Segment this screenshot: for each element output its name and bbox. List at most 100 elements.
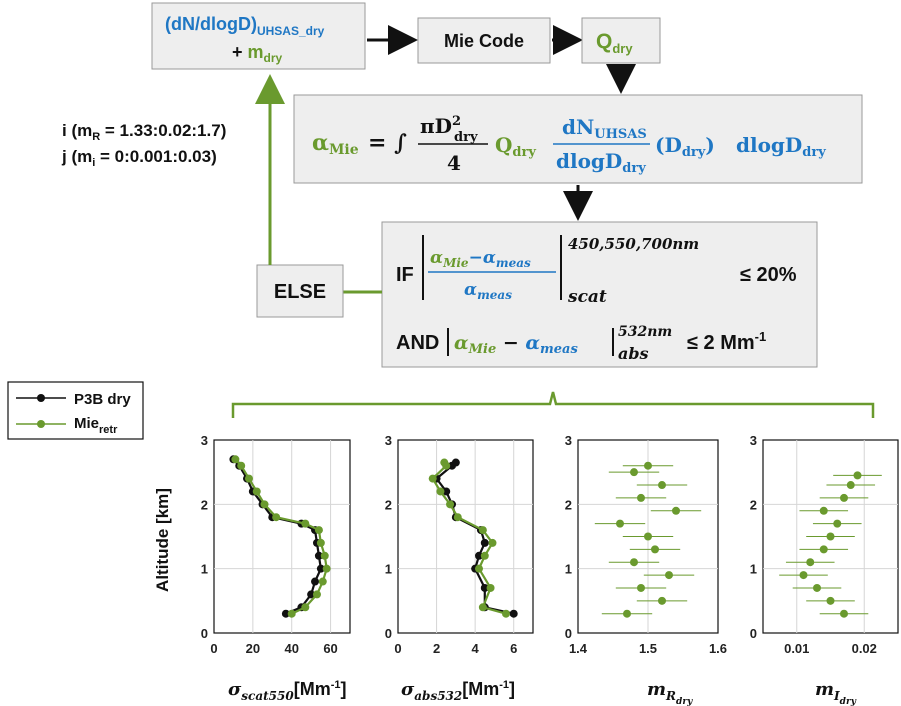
and-b-sub: meas: [540, 342, 578, 357]
q-sub: dry: [612, 41, 633, 56]
xlabel-2: m: [647, 679, 666, 700]
q-dry-box: Qdry: [581, 17, 661, 64]
xlabel-1-unit-end: ]: [509, 679, 515, 699]
plot-2-series-0-point: [630, 468, 638, 477]
eq-pi-sub: dry: [454, 130, 478, 145]
plot-1-ytick: 1: [385, 562, 392, 577]
xlabel-3-subsub: dry: [840, 697, 857, 706]
svg-text:Qdry: Qdry: [495, 133, 536, 160]
plot-2-ytick: 3: [565, 433, 572, 448]
svg-text:dlogDdry: dlogDdry: [556, 149, 646, 176]
plot-0-series-1-point: [301, 603, 310, 612]
and-subscript: abs: [618, 344, 649, 363]
plot-2-ytick: 1: [565, 562, 572, 577]
plot-0-series-1-point: [244, 474, 253, 483]
plot-0-series-0-point: [316, 564, 325, 573]
plot-3-xtick: 0.01: [784, 641, 809, 656]
svg-text:(Ddry): (Ddry): [655, 133, 715, 160]
input-box: (dN/dlogD)UHSAS_dry + mdry: [151, 2, 366, 70]
and-minus: −: [496, 332, 525, 354]
eq-pi-sup: 2: [452, 114, 461, 129]
if-subscript: scat: [567, 287, 607, 307]
eq-paren: (D: [655, 133, 682, 157]
loop-i-rest: = 1.33:0.02:1.7): [100, 121, 226, 140]
else-box: ELSE: [256, 264, 344, 318]
plot-2-xtick: 1.5: [639, 641, 657, 656]
plot-3-series-0-point: [826, 532, 835, 541]
svg-text:(dN/dlogD)UHSAS_dry: (dN/dlogD)UHSAS_dry: [165, 14, 325, 38]
plot-2-ytick: 2: [565, 497, 572, 512]
plot-1-series-0-point: [442, 487, 451, 496]
eq-pi-d: πD: [420, 114, 452, 138]
plot-1-series-0-point: [475, 551, 483, 560]
plot-1-series-1-point: [428, 474, 437, 483]
plot-2-series-0-point: [658, 481, 666, 490]
plot-1-series-1-point: [478, 526, 487, 535]
plot-1-series-1-point: [453, 513, 462, 522]
plot-3-ytick: 3: [750, 433, 757, 448]
xlabel-1: σ: [401, 679, 415, 700]
plot-1-xtick: 0: [394, 641, 401, 656]
plot-0-ytick: 1: [201, 562, 208, 577]
plot-0-xtick: 40: [284, 641, 298, 656]
plot-0-series-1-point: [272, 513, 281, 522]
svg-text:+ mdry: + mdry: [232, 42, 283, 65]
plot-0-ytick: 0: [201, 626, 208, 641]
plot-frame-0: [213, 439, 351, 634]
legend: P3B dry Mieretr: [7, 381, 144, 440]
eq-alpha: α: [312, 130, 329, 156]
q-main: Q: [596, 30, 612, 53]
plot-2-series-0-point: [630, 558, 638, 567]
if-num-a-sub: Mie: [442, 256, 469, 270]
svg-text:dNUHSAS: dNUHSAS: [562, 115, 647, 142]
plot-1-series-0-point: [509, 609, 518, 618]
plot-1-series-1-point: [486, 583, 495, 592]
xlabel-0-unit-sup: -1: [331, 679, 341, 691]
and-condition-sup: -1: [755, 329, 767, 344]
plot-2-series-0-point: [623, 609, 631, 618]
xlabel-0-sub: scat550: [241, 689, 294, 703]
plot-1-xtick: 6: [510, 641, 517, 656]
legend-mie-marker: [37, 420, 45, 428]
condition-box: IF αMie−αmeas αmeas 450,550,700nm scat ≤…: [381, 221, 818, 368]
if-condition: ≤ 20%: [740, 264, 797, 286]
plot-2-series-0-point: [665, 571, 673, 580]
xlabel-0: σ: [228, 679, 242, 700]
svg-text:mRdry: mRdry: [647, 679, 693, 706]
plot-3-series-0-point: [799, 571, 808, 580]
eq-alpha-sub: Mie: [329, 142, 359, 158]
plot-1-series-0-point: [480, 538, 489, 547]
plot-0-series-1-point: [322, 564, 331, 573]
loop-j-sub: i: [92, 157, 95, 169]
svg-text:j (mi = 0:0.001:0.03): j (mi = 0:0.001:0.03): [61, 147, 217, 169]
svg-text:Qdry: Qdry: [596, 30, 633, 56]
plot-2-series-0-point: [637, 493, 645, 502]
plot-1-series-1-point: [436, 487, 445, 496]
xlabel-3: m: [815, 679, 834, 700]
xlabel-1-unit: [Mm: [462, 679, 499, 699]
loop-j-rest: = 0:0.001:0.03): [95, 147, 216, 166]
plot-3-series-0-point: [813, 583, 821, 592]
plot-1-series-1-point: [440, 458, 449, 467]
plot-2-ytick: 0: [565, 626, 572, 641]
plot-3-series-0-point: [853, 471, 862, 480]
plot-3-series-0-point: [840, 493, 848, 502]
plot-0-series-0-point: [307, 590, 316, 599]
plot-3-series-0-point: [840, 609, 848, 618]
legend-mie-sub: retr: [99, 424, 118, 436]
input-plus-m: m: [248, 42, 264, 62]
svg-text:≤ 2 Mm-1: ≤ 2 Mm-1: [687, 329, 766, 354]
input-sub: UHSAS_dry: [257, 24, 325, 38]
eq-dlog: dlogD: [556, 149, 622, 173]
plot-2-xtick: 1.4: [569, 641, 588, 656]
plot-1-series-1-point: [475, 564, 483, 573]
legend-mie-label: Mie: [74, 415, 99, 432]
plot-0-series-1-point: [260, 500, 269, 509]
loop-j: j (m: [61, 147, 92, 166]
plot-0-series-1-point: [237, 461, 246, 470]
plot-2-series-0-point: [644, 461, 652, 470]
svg-text:Mieretr: Mieretr: [74, 415, 118, 436]
plot-3-series-0-point: [819, 545, 828, 554]
mie-code-label: Mie Code: [444, 31, 524, 51]
